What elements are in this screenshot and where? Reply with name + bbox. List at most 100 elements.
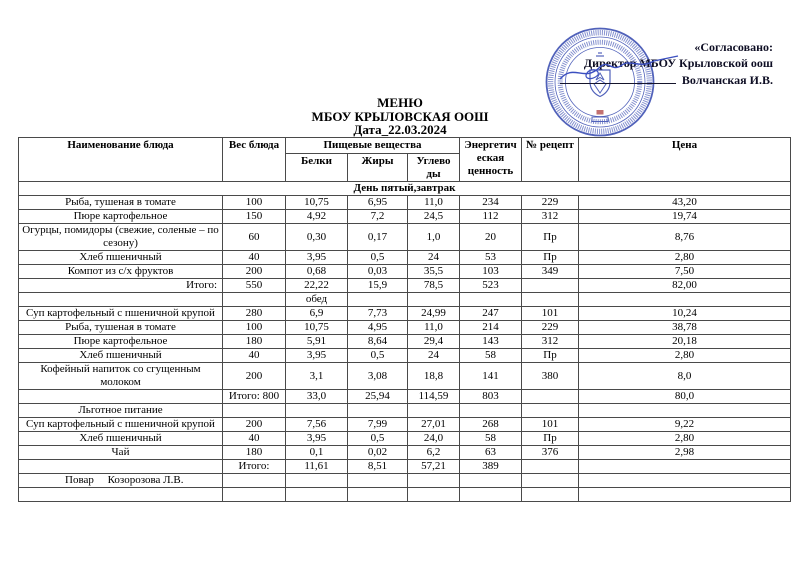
signature-scribble-icon — [559, 55, 679, 80]
table-cell: 0,03 — [347, 264, 408, 279]
table-cell — [578, 487, 791, 502]
table-cell: 43,20 — [578, 195, 791, 210]
table-cell: 40 — [222, 431, 286, 446]
table-cell: Пр — [521, 250, 579, 265]
table-cell: 8,76 — [578, 223, 791, 251]
table-cell — [459, 487, 522, 502]
table-cell: 53 — [459, 250, 522, 265]
table-cell: 20 — [459, 223, 522, 251]
table-cell: 4,95 — [347, 320, 408, 335]
table-cell: 0,5 — [347, 348, 408, 363]
table-cell — [578, 473, 791, 488]
table-cell: 100 — [222, 320, 286, 335]
col-header-recipe: № рецепт — [521, 137, 579, 182]
table-cell: 0,5 — [347, 250, 408, 265]
table-cell: 58 — [459, 348, 522, 363]
table-cell: 312 — [521, 209, 579, 224]
table-cell: 0,30 — [285, 223, 348, 251]
col-header-weight: Вес блюда — [222, 137, 286, 182]
table-cell: 376 — [521, 445, 579, 460]
table-cell: 3,95 — [285, 431, 348, 446]
table-cell: 10,75 — [285, 195, 348, 210]
table-cell — [222, 473, 286, 488]
menu-row: Итого: 11,61 8,51 57,21 389 — [18, 459, 791, 474]
menu-row: Суп картофельный с пшеничной крупой 280 6,… — [18, 306, 791, 321]
table-cell: Огурцы, помидоры (свежие, соленые – по с… — [18, 223, 223, 251]
table-cell — [285, 403, 348, 418]
table-cell: 2,80 — [578, 250, 791, 265]
table-cell: 7,56 — [285, 417, 348, 432]
table-cell — [18, 487, 223, 502]
table-cell: 63 — [459, 445, 522, 460]
table-cell: 6,95 — [347, 195, 408, 210]
table-cell: 112 — [459, 209, 522, 224]
table-cell: 5,91 — [285, 334, 348, 349]
table-cell: 2,98 — [578, 445, 791, 460]
table-cell — [407, 292, 460, 307]
table-cell: 312 — [521, 334, 579, 349]
table-cell: 101 — [521, 417, 579, 432]
table-cell — [459, 403, 522, 418]
col-header-protein: Белки — [285, 153, 348, 182]
table-cell: 11,0 — [407, 195, 460, 210]
table-cell: Хлеб пшеничный — [18, 250, 223, 265]
round-seal-icon — [544, 26, 656, 138]
col-header-nutrients: Пищевые вещества — [285, 137, 460, 154]
table-cell: Итого: 800 — [222, 389, 286, 404]
table-cell: Пр — [521, 431, 579, 446]
table-cell: 7,50 — [578, 264, 791, 279]
table-cell: 523 — [459, 278, 522, 293]
table-cell: 200 — [222, 264, 286, 279]
menu-row: Хлеб пшеничный 40 3,95 0,5 24 58 Пр 2,80 — [18, 348, 791, 363]
menu-row: Суп картофельный с пшеничной крупой 200 7,… — [18, 417, 791, 432]
table-cell: 11,0 — [407, 320, 460, 335]
table-cell — [347, 487, 408, 502]
table-cell: Пр — [521, 348, 579, 363]
signature-line — [559, 71, 676, 84]
table-cell — [347, 473, 408, 488]
table-cell: 80,0 — [578, 389, 791, 404]
table-cell: 141 — [459, 362, 522, 390]
table-cell: 19,74 — [578, 209, 791, 224]
table-cell: 200 — [222, 417, 286, 432]
table-cell: 10,75 — [285, 320, 348, 335]
table-cell: 180 — [222, 334, 286, 349]
table-cell — [222, 292, 286, 307]
menu-row: Хлеб пшеничный 40 3,95 0,5 24 53 Пр 2,80 — [18, 250, 791, 265]
table-cell: 8,0 — [578, 362, 791, 390]
table-cell — [521, 473, 579, 488]
col-header-price: Цена — [578, 137, 791, 182]
table-cell: 0,68 — [285, 264, 348, 279]
day-section-label: День пятый,завтрак — [18, 181, 791, 196]
table-cell: Пр — [521, 223, 579, 251]
table-cell: 247 — [459, 306, 522, 321]
col-header-carbs: Углево ды — [407, 153, 460, 182]
table-cell: 3,08 — [347, 362, 408, 390]
menu-row: Хлеб пшеничный 40 3,95 0,5 24,0 58 Пр 2,80 — [18, 431, 791, 446]
table-cell: 380 — [521, 362, 579, 390]
table-cell — [521, 403, 579, 418]
table-cell — [578, 292, 791, 307]
table-cell — [578, 403, 791, 418]
menu-row: Пюре картофельное 150 4,92 7,2 24,5 112 312 19,… — [18, 209, 791, 224]
table-cell: Кофейный напиток со сгущенным молоком — [18, 362, 223, 390]
approval-signer-name: Волчанская И.В. — [681, 73, 773, 87]
table-cell: 3,95 — [285, 348, 348, 363]
table-cell — [285, 473, 348, 488]
table-cell: 20,18 — [578, 334, 791, 349]
table-cell: 29,4 — [407, 334, 460, 349]
approval-line-director: Директор МБОУ Крыловской оош — [583, 55, 773, 70]
table-cell — [407, 487, 460, 502]
table-cell: 114,59 — [407, 389, 460, 404]
table-cell: 7,73 — [347, 306, 408, 321]
table-cell: 180 — [222, 445, 286, 460]
table-cell — [459, 473, 522, 488]
table-cell: 24,5 — [407, 209, 460, 224]
table-cell: 82,00 — [578, 278, 791, 293]
table-cell: 40 — [222, 348, 286, 363]
table-cell — [222, 403, 286, 418]
page-title: МЕНЮ — [377, 95, 423, 110]
menu-table-header: Наименование блюда Вес блюда Пищевые вещ… — [18, 137, 791, 182]
table-cell: 35,5 — [407, 264, 460, 279]
